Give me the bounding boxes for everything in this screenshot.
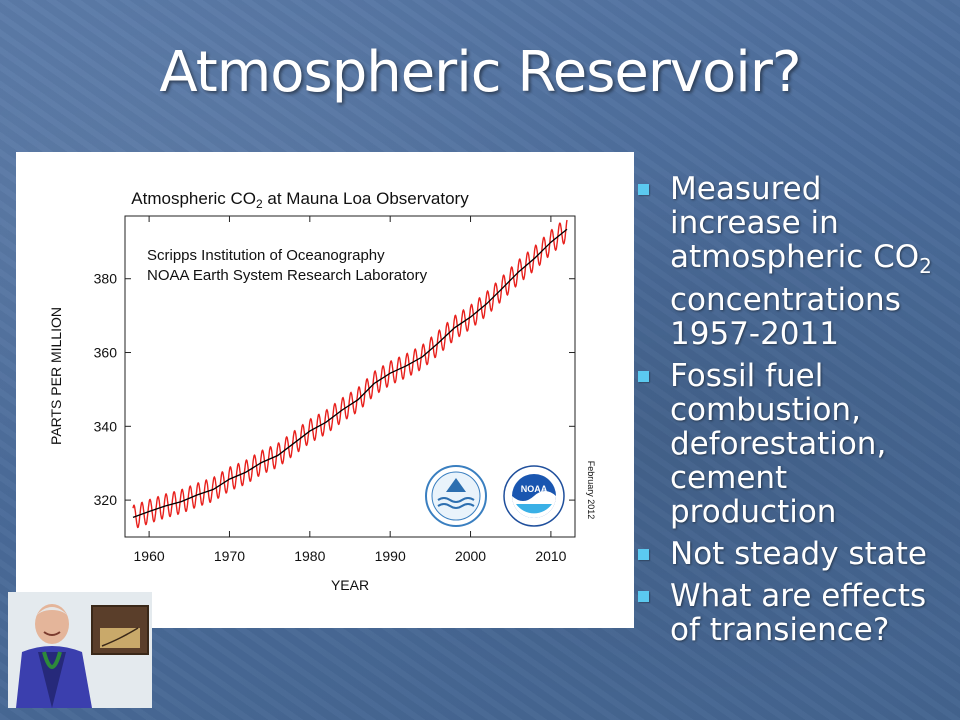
x-tick-label: 1990 [375,548,406,564]
date-note: February 2012 [586,461,596,520]
bullet-text: Not steady state [670,536,927,572]
chart-annotation-scripps: Scripps Institution of Oceanography [147,247,385,264]
bullet-text: Measured increase in atmospheric CO [670,171,920,275]
y-tick-label: 380 [94,271,118,287]
slide-title: Atmospheric Reservoir? [159,40,801,105]
x-axis-label: YEAR [331,577,369,593]
bullet-square-icon [638,371,649,382]
bullet-item: Not steady state [634,537,954,571]
bullet-item: What are effects of transience? [634,579,954,647]
y-axis-label: PARTS PER MILLION [48,307,64,445]
series-monthly-co2 [132,219,568,529]
keeling-curve-chart: Atmospheric CO2 at Mauna Loa Observatory… [48,189,596,593]
x-tick-label: 1970 [214,548,245,564]
bullet-square-icon [638,549,649,560]
y-tick-label: 360 [94,345,118,361]
bullet-square-icon [638,591,649,602]
series-trend-co2 [132,228,568,519]
keeling-photo [8,592,152,708]
x-tick-label: 2010 [535,548,566,564]
bullet-item: Fossil fuel combustion, deforestation, c… [634,359,954,529]
x-tick-label: 1980 [294,548,325,564]
chart-annotation-noaa: NOAA Earth System Research Laboratory [147,267,428,284]
person-photo-image [8,592,152,708]
x-tick-label: 2000 [455,548,486,564]
bullet-square-icon [638,184,649,195]
y-tick-label: 340 [94,418,118,434]
scripps-seal-icon [425,465,487,527]
co2-chart-panel: Atmospheric CO2 at Mauna Loa Observatory… [16,152,634,628]
bullet-list: Measured increase in atmospheric CO2 con… [634,172,954,655]
bullet-text: Fossil fuel combustion, deforestation, c… [670,358,887,530]
x-tick-label: 1960 [134,548,165,564]
bullet-item: Measured increase in atmospheric CO2 con… [634,172,954,351]
y-tick-label: 320 [94,492,118,508]
bullet-subscript: 2 [919,254,932,278]
bullet-text-tail: concentrations 1957-2011 [670,282,901,352]
chart-title: Atmospheric CO2 at Mauna Loa Observatory [131,189,469,211]
bullet-text: What are effects of transience? [670,578,927,648]
noaa-logo-icon: NOAA [503,465,565,527]
noaa-logo-text: NOAA [521,484,548,494]
plot-frame [124,215,576,538]
